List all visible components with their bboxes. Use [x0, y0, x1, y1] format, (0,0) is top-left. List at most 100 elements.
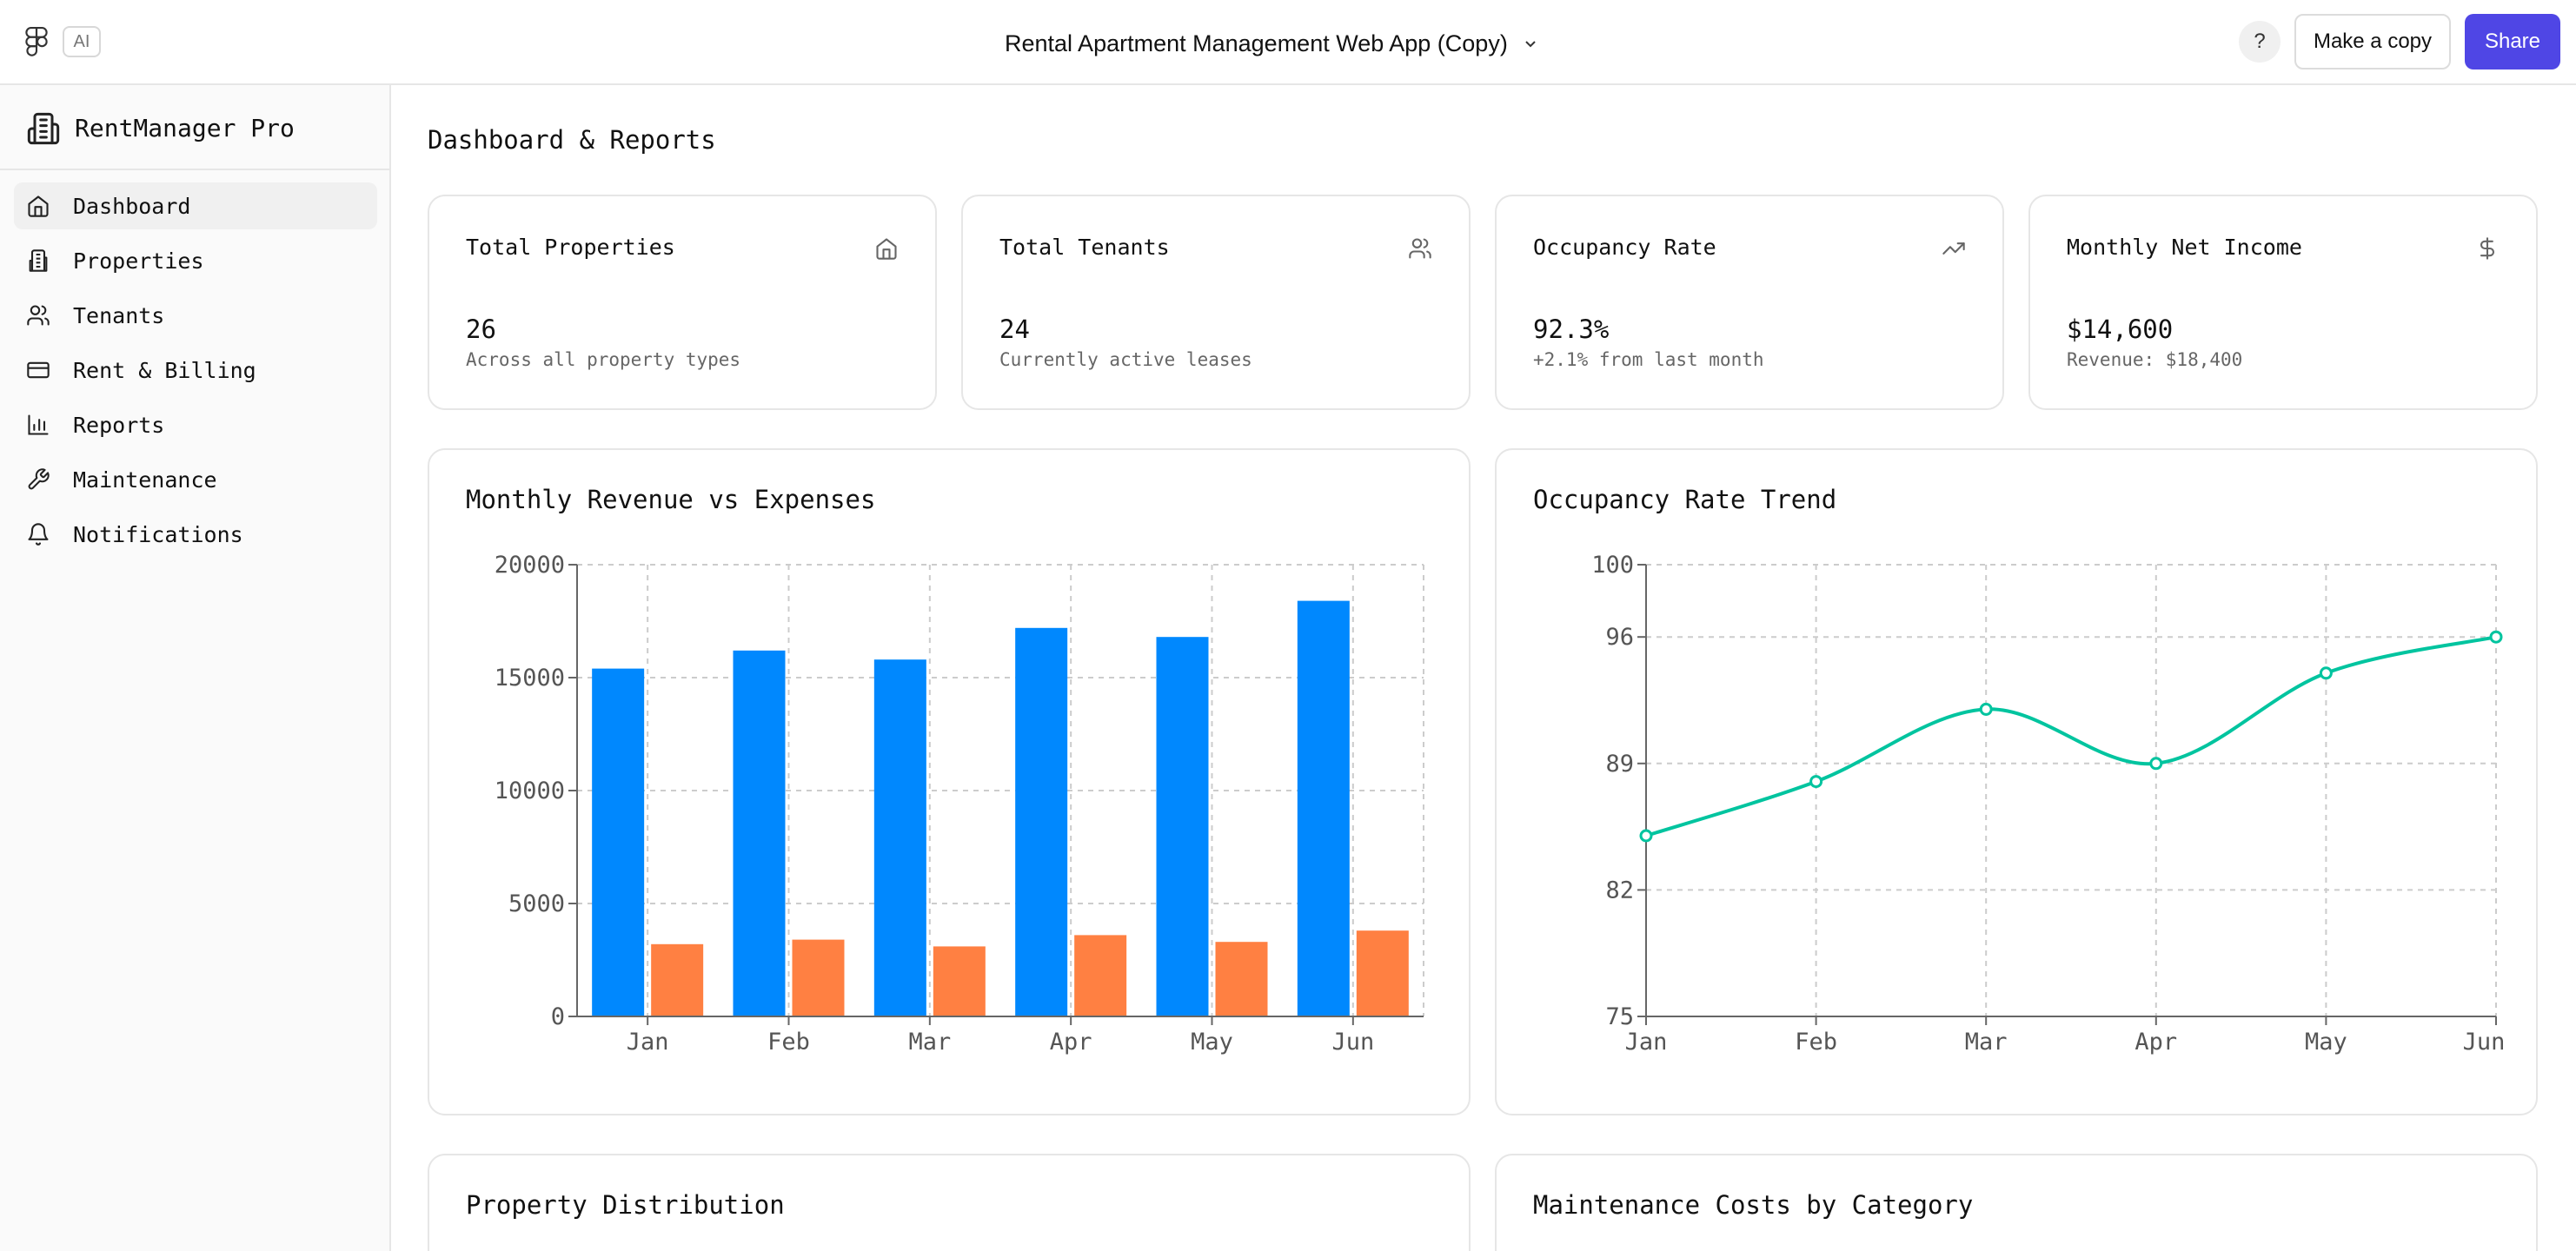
y-tick-label: 75 [1605, 1003, 1634, 1030]
document-title-label: Rental Apartment Management Web App (Cop… [1005, 30, 1508, 56]
sidebar-item-label: Notifications [73, 521, 243, 547]
sidebar-item-reports[interactable]: Reports [14, 401, 377, 448]
data-point [1979, 702, 1993, 716]
stat-card-total-tenants: Total Tenants 24 Currently active leases [961, 195, 1471, 410]
stat-subtext: +2.1% from last month [1533, 349, 1764, 370]
bar [1074, 935, 1127, 1016]
y-tick-label: 10000 [495, 778, 565, 804]
home-icon [876, 238, 897, 260]
help-button[interactable]: ? [2239, 21, 2281, 63]
stat-value: 24 [999, 314, 1030, 344]
building-icon [27, 112, 60, 145]
sidebar-item-label: Properties [73, 248, 204, 274]
credit-card-icon [27, 361, 50, 379]
sidebar: RentManager Pro Dashboard Properties Ten… [0, 85, 391, 1251]
sidebar-item-label: Maintenance [73, 467, 217, 493]
bar [651, 943, 704, 1016]
bar [792, 939, 845, 1016]
x-tick-label: Mar [908, 1029, 951, 1056]
y-tick-label: 15000 [495, 665, 565, 692]
bar [1356, 930, 1409, 1016]
bar [1015, 627, 1068, 1016]
sidebar-item-label: Dashboard [73, 193, 191, 219]
x-tick-label: Feb [1795, 1029, 1837, 1056]
share-button[interactable]: Share [2465, 14, 2560, 70]
sidebar-item-label: Rent & Billing [73, 357, 256, 383]
stat-subtext: Across all property types [466, 349, 741, 370]
top-bar: AI Rental Apartment Management Web App (… [0, 0, 2576, 85]
stat-title: Total Properties [466, 235, 675, 260]
x-tick-label: Feb [767, 1029, 810, 1056]
x-tick-label: Jun [1331, 1029, 1374, 1056]
bar [933, 946, 986, 1016]
y-tick-label: 100 [1591, 552, 1634, 579]
revenue-expenses-chart-card: Monthly Revenue vs Expenses 0 5000 10000 15… [428, 448, 1471, 1115]
property-distribution-card: Property Distribution [428, 1154, 1471, 1251]
stat-title: Occupancy Rate [1533, 235, 1716, 260]
chart-title: Occupancy Rate Trend [1533, 485, 1837, 514]
data-point [2149, 757, 2163, 771]
x-tick-label: Mar [1965, 1029, 2008, 1056]
y-tick-label: 89 [1605, 751, 1634, 778]
trending-up-icon [1942, 242, 1965, 255]
sidebar-item-rent-billing[interactable]: Rent & Billing [14, 347, 377, 394]
wrench-icon [28, 468, 50, 490]
brand-name: RentManager Pro [75, 114, 295, 142]
x-tick-label: Jun [2463, 1029, 2506, 1056]
bar [733, 650, 786, 1016]
bell-icon [28, 523, 49, 546]
bar [1156, 637, 1209, 1016]
chevron-down-icon[interactable] [1524, 36, 1537, 50]
sidebar-item-maintenance[interactable]: Maintenance [14, 456, 377, 503]
users-icon [1409, 238, 1431, 259]
y-tick-label: 0 [551, 1003, 565, 1030]
brand: RentManager Pro [0, 85, 389, 170]
stat-title: Monthly Net Income [2067, 235, 2302, 260]
building-icon [29, 249, 48, 272]
page-title: Dashboard & Reports [428, 125, 716, 155]
figma-logo-icon[interactable] [24, 26, 49, 59]
stat-subtext: Currently active leases [999, 349, 1252, 370]
bar [1215, 942, 1268, 1016]
sidebar-item-label: Reports [73, 412, 165, 438]
users-icon [27, 305, 50, 326]
document-title[interactable]: Rental Apartment Management Web App (Cop… [1005, 26, 1537, 61]
sidebar-item-dashboard[interactable]: Dashboard [14, 182, 377, 229]
chart-title: Maintenance Costs by Category [1533, 1190, 1974, 1220]
x-tick-label: Apr [1050, 1029, 1092, 1056]
stat-card-occupancy-rate: Occupancy Rate 92.3% +2.1% from last mon… [1495, 195, 2004, 410]
make-copy-button[interactable]: Make a copy [2294, 14, 2451, 70]
chart-title: Property Distribution [466, 1190, 785, 1220]
bar [1297, 600, 1350, 1016]
stat-title: Total Tenants [999, 235, 1170, 260]
x-tick-label: Apr [2134, 1029, 2177, 1056]
stat-value: $14,600 [2067, 314, 2174, 344]
data-point [1639, 829, 1653, 843]
data-point [2489, 630, 2503, 644]
stat-card-monthly-net-income: Monthly Net Income $14,600 Revenue: $18,… [2028, 195, 2538, 410]
bar-chart-icon [28, 414, 49, 435]
maintenance-costs-card: Maintenance Costs by Category [1495, 1154, 2538, 1251]
sidebar-item-properties[interactable]: Properties [14, 237, 377, 284]
bar [873, 659, 926, 1016]
sidebar-item-notifications[interactable]: Notifications [14, 511, 377, 558]
sidebar-item-label: Tenants [73, 302, 165, 328]
dollar-icon [2480, 237, 2495, 260]
y-tick-label: 20000 [495, 552, 565, 579]
home-icon [28, 195, 49, 217]
stat-value: 92.3% [1533, 314, 1610, 344]
x-tick-label: May [1191, 1029, 1233, 1056]
data-point [2319, 666, 2333, 680]
stat-value: 26 [466, 314, 496, 344]
ai-button[interactable]: AI [63, 26, 101, 57]
bar [592, 668, 645, 1016]
stat-subtext: Revenue: $18,400 [2067, 349, 2243, 370]
sidebar-item-tenants[interactable]: Tenants [14, 292, 377, 339]
y-tick-label: 5000 [508, 890, 565, 917]
occupancy-trend-chart-card: Occupancy Rate Trend 75 82 89 96 100 Jan Feb Ma… [1495, 448, 2538, 1115]
stat-card-total-properties: Total Properties 26 Across all property … [428, 195, 937, 410]
occupancy-trend-chart: 75 82 89 96 100 Jan Feb Mar Apr May Jun [1591, 552, 2506, 1056]
sidebar-nav: Dashboard Properties Tenants Rent & Bill… [14, 182, 377, 566]
x-tick-label: Jan [1625, 1029, 1668, 1056]
y-tick-label: 96 [1605, 624, 1634, 651]
